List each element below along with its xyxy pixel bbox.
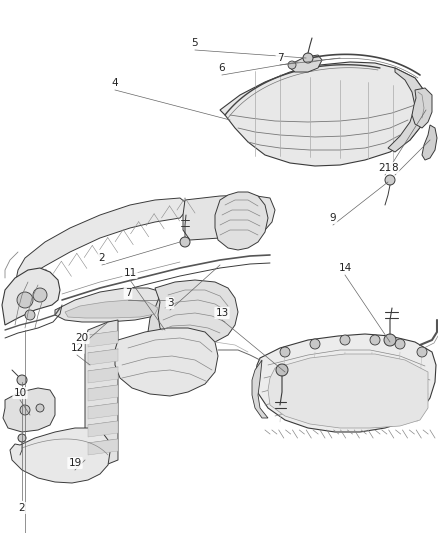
Polygon shape	[252, 360, 268, 418]
Polygon shape	[55, 288, 168, 322]
Polygon shape	[15, 198, 185, 295]
Polygon shape	[183, 195, 275, 240]
Polygon shape	[88, 367, 118, 383]
Circle shape	[20, 405, 30, 415]
Circle shape	[417, 347, 427, 357]
Polygon shape	[388, 68, 428, 152]
Circle shape	[36, 404, 44, 412]
Polygon shape	[10, 428, 110, 483]
Text: 9: 9	[330, 213, 336, 223]
Circle shape	[17, 375, 27, 385]
Polygon shape	[65, 300, 158, 318]
Polygon shape	[290, 55, 322, 72]
Text: 19: 19	[68, 458, 81, 468]
Polygon shape	[148, 292, 180, 360]
Circle shape	[17, 292, 33, 308]
Text: 11: 11	[124, 268, 137, 278]
Polygon shape	[3, 388, 55, 432]
Polygon shape	[2, 268, 60, 325]
Text: 20: 20	[75, 333, 88, 343]
Polygon shape	[88, 385, 118, 401]
Text: 7: 7	[125, 288, 131, 298]
Circle shape	[395, 339, 405, 349]
Polygon shape	[220, 62, 428, 166]
Circle shape	[288, 61, 296, 69]
Circle shape	[385, 175, 395, 185]
Text: 5: 5	[192, 38, 198, 48]
Circle shape	[33, 288, 47, 302]
Text: 13: 13	[215, 308, 229, 318]
Circle shape	[276, 364, 288, 376]
Polygon shape	[88, 403, 118, 419]
Text: 7: 7	[277, 53, 283, 63]
Circle shape	[340, 335, 350, 345]
Text: 10: 10	[14, 388, 27, 398]
Circle shape	[18, 434, 26, 442]
Text: 14: 14	[339, 263, 352, 273]
Polygon shape	[215, 192, 268, 250]
Polygon shape	[88, 331, 118, 347]
Polygon shape	[412, 88, 432, 128]
Circle shape	[384, 334, 396, 346]
Circle shape	[280, 347, 290, 357]
Text: 21: 21	[378, 163, 392, 173]
Circle shape	[310, 339, 320, 349]
Polygon shape	[255, 334, 436, 432]
Polygon shape	[88, 349, 118, 365]
Text: 2: 2	[19, 503, 25, 513]
Text: 12: 12	[71, 343, 84, 353]
Polygon shape	[268, 354, 428, 428]
Polygon shape	[88, 421, 118, 437]
Circle shape	[370, 335, 380, 345]
Text: 3: 3	[167, 298, 173, 308]
Text: 8: 8	[392, 163, 398, 173]
Circle shape	[180, 237, 190, 247]
Polygon shape	[115, 328, 218, 396]
Polygon shape	[155, 280, 238, 346]
Polygon shape	[85, 320, 118, 466]
Polygon shape	[88, 439, 118, 455]
Circle shape	[25, 310, 35, 320]
Polygon shape	[422, 125, 437, 160]
Text: 6: 6	[219, 63, 225, 73]
Text: 2: 2	[99, 253, 105, 263]
Text: 4: 4	[112, 78, 118, 88]
Circle shape	[303, 53, 313, 63]
